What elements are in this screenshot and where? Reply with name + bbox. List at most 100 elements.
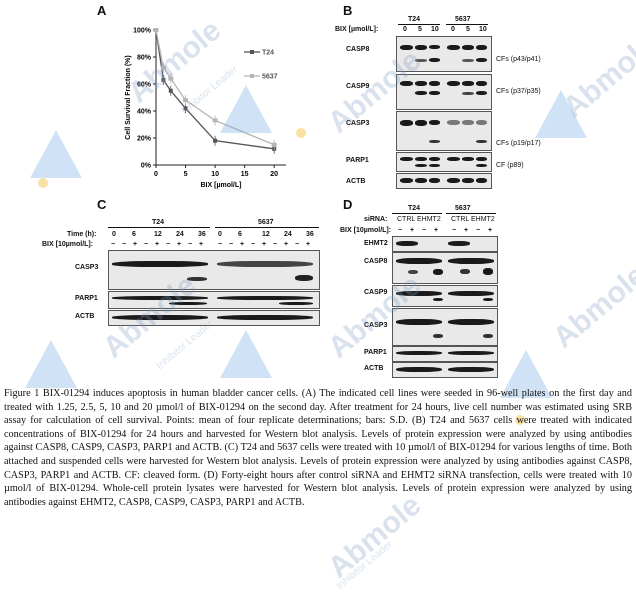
x-tick-label: 0: [154, 171, 158, 178]
panel-d-sirna: CTRL: [451, 216, 470, 223]
series-line-t24: [155, 29, 275, 150]
panel-c-blot-parp1: [108, 291, 320, 309]
panel-b-dose: 0: [451, 26, 455, 33]
panel-c-treatment-sign: +: [155, 241, 160, 248]
y-tick-label: 40%: [137, 109, 152, 116]
panel-b-row-label: CASP3: [346, 120, 370, 127]
panel-c-blot-casp3: [108, 250, 320, 290]
x-tick-label: 5: [184, 171, 188, 178]
panel-c-treatment-sign: +: [177, 241, 182, 248]
panel-b-annotation: CFs (p43/p41): [496, 56, 541, 63]
panel-c-treatment-sign: +: [306, 241, 311, 248]
panel-b-blot-casp3: [396, 111, 492, 151]
data-point: [161, 77, 166, 82]
panel-b-annotation: CF (p89): [496, 162, 524, 169]
legend-label: 5637: [262, 74, 278, 81]
panel-b-treatment-label: BIX [µmol/L]:: [335, 26, 379, 33]
panel-d-cellline-2: 5637: [455, 205, 471, 212]
panel-c-row-label: CASP3: [75, 264, 99, 271]
y-tick-label: 20%: [137, 136, 152, 143]
panel-c-treatment-sign: +: [240, 241, 245, 248]
panel-c-time: 36: [198, 231, 206, 238]
y-axis-label: Cell Survival Fraction (%): [125, 55, 132, 139]
panel-d-sirna: EHMT2: [417, 216, 441, 223]
panel-d-cellline-1: T24: [408, 205, 421, 212]
data-point: [183, 106, 188, 111]
data-point: [212, 118, 218, 123]
panel-d-treatment-sign: +: [434, 227, 439, 234]
panel-d-blot-casp8: [392, 252, 498, 284]
panel-d-treatment-sign: +: [464, 227, 469, 234]
panel-c-time: 12: [154, 231, 162, 238]
panel-b-annotation: CFs (p37/p35): [496, 88, 541, 95]
panel-d-bix-label: BIX [10µmol/L]:: [340, 227, 392, 234]
y-tick-label: 80%: [137, 55, 152, 62]
panel-d-treatment-sign: −: [452, 227, 457, 234]
panel-c-treatment-sign: −: [218, 241, 223, 248]
panel-d-letter: D: [343, 197, 353, 212]
panel-b-row-label: CASP9: [346, 83, 370, 90]
panel-d-sirna: CTRL: [397, 216, 416, 223]
watermark-shape: [30, 130, 82, 178]
panel-c-time: 12: [262, 231, 270, 238]
panel-c-row-label: PARP1: [75, 295, 98, 302]
panel-d-row-label: PARP1: [364, 349, 387, 356]
panel-b-blot-parp1: [396, 152, 492, 172]
panel-c-treatment-sign: −: [166, 241, 171, 248]
panel-b-dose: 10: [431, 26, 439, 33]
panel-d-row-label: CASP9: [364, 289, 388, 296]
watermark-shape: [25, 340, 77, 388]
panel-c-treatment-sign: −: [273, 241, 278, 248]
legend-label: T24: [262, 50, 274, 57]
panel-d-row-label: ACTB: [364, 365, 384, 372]
panel-d-treatment-sign: +: [410, 227, 415, 234]
panel-b-cellline-1: T24: [408, 16, 421, 23]
panel-b-row-label: ACTB: [346, 178, 366, 185]
panel-d-blot-actb: [392, 362, 498, 378]
series-line-5637: [155, 29, 275, 146]
panel-d-treatment-sign: +: [488, 227, 493, 234]
panel-c-blot-actb: [108, 310, 320, 326]
panel-d-row-label: CASP8: [364, 258, 388, 265]
x-axis-label: BIX [µmol/L]: [201, 182, 242, 189]
panel-c-treatment-sign: −: [251, 241, 256, 248]
watermark-subtext: Inhibitor Leader: [154, 318, 215, 373]
x-tick-label: 10: [211, 171, 219, 178]
panel-c-time: 24: [176, 231, 184, 238]
panel-d-sirna: EHMT2: [471, 216, 495, 223]
watermark-text: Abmole: [546, 258, 636, 355]
panel-b-dose: 5: [466, 26, 470, 33]
panel-a-letter: A: [97, 3, 107, 18]
panel-c-treatment-sign: −: [111, 241, 116, 248]
watermark-text: Abmole: [556, 28, 636, 125]
panel-a-chart: 0% 20% 40% 60% 80% 100% 0 5 10 15 20 BIX [µmol/L] Ce…: [125, 28, 286, 189]
panel-c-time: 6: [132, 231, 136, 238]
data-point: [183, 98, 189, 103]
panel-b-cellline-2: 5637: [455, 16, 471, 23]
panel-c-row-label: ACTB: [75, 313, 95, 320]
panel-c-treatment-sign: −: [122, 241, 127, 248]
panel-d-blot-casp3: [392, 308, 498, 346]
x-tick-label: 20: [270, 171, 278, 178]
panel-b-annotation: CFs (p19/p17): [496, 140, 541, 147]
panel-c-treatment-sign: −: [295, 241, 300, 248]
panel-c-time: 0: [112, 231, 116, 238]
panel-d-blot-casp9: [392, 285, 498, 307]
panel-b-row-label: CASP8: [346, 46, 370, 53]
panel-c-treatment-sign: +: [284, 241, 289, 248]
watermark-subtext: Inhibitor Leader: [334, 538, 395, 592]
panel-b-blot-actb: [396, 173, 492, 189]
watermark-shape: [220, 330, 272, 378]
panel-b-blot-casp9: [396, 74, 492, 110]
panel-b-dose: 5: [418, 26, 422, 33]
figure-caption: Figure 1 BIX-01294 induces apoptosis in …: [4, 388, 632, 508]
panel-d-treatment-sign: −: [422, 227, 427, 234]
panel-b-dose: 10: [479, 26, 487, 33]
x-tick-label: 15: [241, 171, 249, 178]
panel-d-blot-parp1: [392, 346, 498, 362]
panel-c-letter: C: [97, 197, 107, 212]
panel-b-blot-casp8: [396, 36, 492, 72]
y-tick-label: 0%: [141, 163, 152, 170]
panel-d-row-label: EHMT2: [364, 240, 388, 247]
panel-b-row-label: PARP1: [346, 157, 369, 164]
